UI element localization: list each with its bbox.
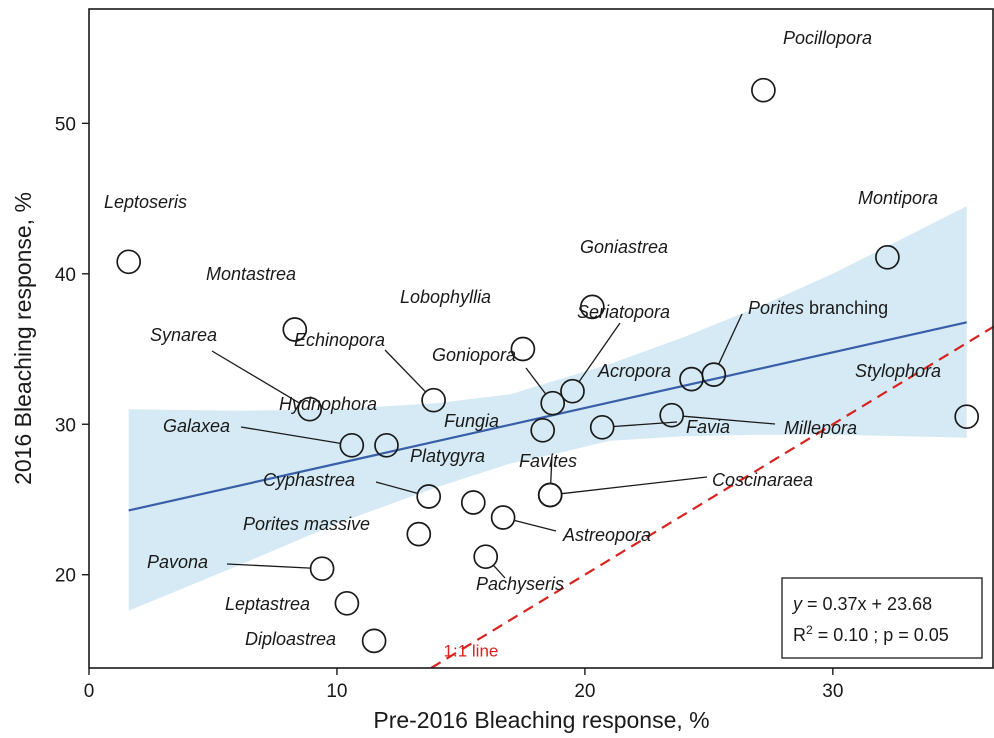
leader-line-porites <box>718 313 743 365</box>
point-label-fungia: Fungia <box>444 411 499 431</box>
point-label-astreopora: Astreopora <box>562 525 651 545</box>
x-tick-label: 20 <box>574 681 595 702</box>
leader-line-millepora <box>683 415 776 425</box>
leader-line-favites <box>550 454 553 484</box>
data-point-pavona <box>309 556 335 582</box>
y-tick-label: 30 <box>55 415 76 436</box>
point-label-leptoseris: Leptoseris <box>104 192 187 212</box>
point-label-galaxea: Galaxea <box>163 416 230 436</box>
equation-box: y = 0.37x + 23.68 R2 = 0.10 ; p = 0.05 <box>781 577 983 659</box>
equation-text: y = 0.37x + 23.68 <box>791 594 932 614</box>
point-label-cyphastrea: Cyphastrea <box>263 470 355 490</box>
data-point-seriatopora <box>560 378 585 404</box>
data-point-goniastrea <box>579 294 605 320</box>
point-label-porites: Porites branching <box>748 298 888 318</box>
equation-box-frame <box>781 577 983 659</box>
data-point-lobophyllia <box>510 336 536 362</box>
data-point-cyphastrea <box>416 484 442 509</box>
point-label-porites-massive: Porites massive <box>243 514 370 534</box>
leader-line-synarea <box>211 350 301 404</box>
y-tick-label: 20 <box>55 566 76 587</box>
point-label-platygyra: Platygyra <box>410 446 485 466</box>
genus-labels: Pocillopora Leptoseris Montipora Goniastrea… <box>104 28 941 649</box>
point-label-diploastrea: Diploastrea <box>245 629 336 649</box>
point-label-goniopora: Goniopora <box>432 345 516 365</box>
data-point-porites-massive <box>406 521 432 547</box>
reference-line-label: 1:1 line <box>444 642 499 661</box>
point-label-goniastrea: Goniastrea <box>580 237 668 257</box>
point-label-hydnophora: Hydnophora <box>279 394 377 414</box>
data-point-platygyra <box>460 490 486 515</box>
regression-fit-line <box>128 321 967 512</box>
x-tick-label: 30 <box>822 681 843 702</box>
point-label-favia: Favia <box>686 417 730 437</box>
data-point-pocillopora <box>751 77 776 103</box>
leader-line-echinopora <box>384 349 427 393</box>
point-label-pavona: Pavona <box>147 552 208 572</box>
data-point-montipora <box>875 244 900 270</box>
leader-line-coscinaraea <box>561 476 708 495</box>
point-label-coscinaraea: Coscinaraea <box>712 470 813 490</box>
data-point-favia <box>589 414 615 440</box>
point-label-echinopora: Echinopora <box>294 330 385 350</box>
data-point-acropora <box>679 366 704 392</box>
point-label-favites: Favites <box>519 451 577 471</box>
leader-line-pavona <box>226 563 311 569</box>
data-point-pachyseris <box>473 544 499 570</box>
point-label-montipora: Montipora <box>858 188 938 208</box>
data-point-millepora <box>659 402 685 428</box>
leader-line-favia <box>613 421 678 428</box>
data-point-coscinaraea <box>537 482 563 508</box>
data-point-astreopora <box>490 505 516 530</box>
data-point-galaxea <box>339 432 365 458</box>
point-label-acropora: Acropora <box>597 361 671 381</box>
point-label-millepora: Millepora <box>784 418 857 438</box>
point-label-pocillopora: Pocillopora <box>783 28 872 48</box>
data-point-stylophora <box>954 404 980 430</box>
leader-line-galaxea <box>240 426 341 445</box>
point-label-stylophora: Stylophora <box>855 361 941 381</box>
data-point-fungia <box>530 417 556 443</box>
plot-frame <box>88 8 994 669</box>
point-label-lobophyllia: Lobophyllia <box>400 287 491 307</box>
y-tick-label: 40 <box>55 265 76 286</box>
point-label-synarea: Synarea <box>150 325 217 345</box>
data-point-hydnophora <box>374 432 399 458</box>
leader-line-astreopora <box>514 519 557 532</box>
plot-area <box>116 77 994 668</box>
data-points <box>116 77 980 654</box>
leader-line-pachyseris <box>492 564 506 579</box>
point-label-seriatopora: Seriatopora <box>577 302 670 322</box>
point-label-montastrea: Montastrea <box>206 264 296 284</box>
x-axis-title: Pre-2016 Bleaching response, % <box>373 707 709 733</box>
data-point-montastrea <box>282 317 308 342</box>
x-axis-ticks: 0 10 20 30 <box>84 668 843 702</box>
leader-line-cyphastrea <box>375 481 418 495</box>
y-axis-ticks: 20 30 40 50 <box>55 114 89 587</box>
leader-line-goniopora <box>525 367 547 395</box>
x-tick-label: 0 <box>84 681 95 702</box>
data-point-synarea <box>297 396 323 422</box>
x-tick-label: 10 <box>326 681 347 702</box>
point-label-pachyseris: Pachyseris <box>476 574 564 594</box>
data-point-goniopora <box>540 390 566 416</box>
y-tick-label: 50 <box>55 114 76 135</box>
leader-line-seriatopora <box>578 322 621 383</box>
point-label-leptastrea: Leptastrea <box>225 594 310 614</box>
y-axis-title: 2016 Bleaching response, % <box>10 192 36 485</box>
data-point-leptastrea <box>334 590 360 616</box>
data-point-leptoseris <box>116 249 142 275</box>
one-to-one-reference-line <box>430 325 994 668</box>
label-leader-lines <box>211 313 776 579</box>
r-squared-text: R2 = 0.10 ; p = 0.05 <box>793 623 949 645</box>
data-point-diploastrea <box>361 628 387 654</box>
data-point-echinopora <box>421 387 446 413</box>
confidence-band <box>128 206 967 611</box>
